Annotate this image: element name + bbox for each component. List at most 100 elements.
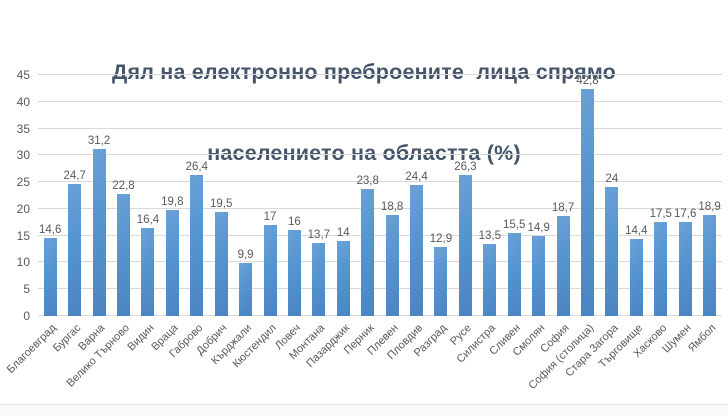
bar-slot: 9,9 Кърджали — [209, 75, 257, 367]
bar-value-label: 26,4 — [185, 160, 208, 173]
bar-value-label: 22,8 — [112, 179, 135, 192]
bar-slot: 18,7 София — [538, 75, 575, 356]
y-axis-tick-label: 35 — [16, 121, 30, 136]
bar-slot: 13,7 Монтана — [287, 75, 331, 362]
bar-slot: 17,6 Шумен — [660, 75, 697, 356]
bars-row: 14,6 Благоевград 24,7 Бургас 31,2 Варна 22,8 Ве… — [5, 75, 722, 392]
y-axis-tick-label: 40 — [16, 94, 30, 109]
bar — [214, 211, 228, 316]
bar — [385, 215, 399, 316]
bar-value-label: 13,5 — [478, 229, 501, 242]
bar-slot: 14,9 Смолян — [510, 75, 550, 358]
bar-value-label: 14,6 — [39, 223, 62, 236]
bar-value-label: 14,4 — [625, 224, 648, 237]
bar-value-label: 17 — [263, 210, 277, 223]
bar-slot: 19,8 Враца — [150, 75, 184, 353]
bar — [483, 243, 497, 316]
bar-value-label: 19,8 — [161, 195, 184, 208]
bar-slot: 26,3 Русе — [448, 75, 477, 348]
bar — [507, 233, 521, 316]
gridline — [38, 74, 722, 75]
bar — [458, 175, 472, 316]
bar — [68, 183, 82, 316]
bar-slot: 15,5 Сливен — [487, 75, 526, 358]
bar-value-label: 12,9 — [429, 232, 453, 245]
y-axis-tick-label: 15 — [16, 228, 30, 243]
gridline — [38, 261, 722, 263]
y-axis-tick-label: 5 — [23, 282, 30, 297]
bar-value-label: 17,5 — [649, 208, 672, 221]
chart-title-line-1: Дял на електронно преброените лица спрям… — [111, 60, 617, 84]
bar — [703, 214, 717, 316]
bar — [43, 237, 57, 316]
bar — [336, 241, 350, 316]
bar — [580, 89, 594, 316]
bar-value-label: 18,7 — [551, 201, 575, 214]
bar — [312, 242, 326, 316]
gridline — [38, 100, 722, 102]
gridline — [38, 315, 722, 316]
bar — [434, 246, 448, 316]
plot-area: 0 5 10 15 20 25 30 35 40 45 14,6 Благоевград 24,7 Бур… — [5, 68, 722, 392]
bar-value-label: 15,5 — [503, 219, 526, 231]
x-category-label: Благоевград — [4, 322, 59, 376]
bar-slot: 17,5 Хасково — [631, 75, 673, 360]
bar-slot: 42,8 София (столица) — [526, 75, 599, 392]
bar-slot: 14 Пазарджик — [304, 75, 355, 370]
y-axis-tick-label: 0 — [23, 309, 30, 323]
bar-slot: 16,4 Видин — [125, 75, 160, 353]
y-axis-tick-label: 25 — [16, 175, 30, 190]
bar-slot: 14,6 Благоевград — [5, 75, 62, 376]
bar-value-label: 26,3 — [454, 161, 477, 174]
bar — [410, 185, 424, 316]
y-axis-tick-label: 30 — [16, 148, 30, 163]
bar-slot: 23,8 Перник — [341, 75, 379, 357]
bar — [556, 215, 570, 316]
y-axis-tick-label: 45 — [16, 68, 30, 82]
bar — [629, 238, 643, 316]
bar-value-label: 24,4 — [405, 171, 428, 184]
slide-bottom-edge — [0, 404, 728, 416]
bar-value-label: 24,7 — [63, 169, 86, 182]
bar — [605, 187, 619, 316]
chart-title-line-2: населението на областта (%) — [207, 141, 521, 165]
bar — [287, 230, 301, 316]
bar-slot: 19,5 Добрич — [194, 75, 233, 358]
bar-slot: 26,4 Габрово — [167, 75, 209, 360]
gridline — [38, 234, 722, 236]
bar — [361, 188, 375, 316]
gridline — [38, 288, 722, 290]
bar — [239, 262, 253, 316]
bar-slot: 31,2 Варна — [77, 75, 111, 353]
bar-slot: 13,5 Силистра — [455, 75, 502, 366]
bar — [190, 174, 204, 316]
bar-slot: 22,8 Велико Търново — [64, 75, 135, 390]
bar — [678, 221, 692, 316]
chart-title: Дял на електронно преброените лица спрям… — [0, 5, 728, 221]
gridline — [38, 181, 722, 183]
bar-slot: 12,9 Разград — [412, 75, 453, 359]
bar — [532, 236, 546, 316]
gridline — [38, 154, 722, 156]
y-axis-tick-label: 20 — [16, 201, 30, 216]
bar-slot: 24,7 Бургас — [51, 75, 86, 355]
bar-value-label: 24 — [605, 173, 619, 186]
bar-value-label: 9,9 — [237, 248, 254, 261]
bar — [263, 224, 277, 316]
bar-slot: 16 Ловеч — [273, 75, 306, 352]
bar-value-label: 18,8 — [380, 201, 404, 214]
bar-value-label: 17,6 — [673, 207, 697, 220]
bar-value-label: 14,9 — [527, 222, 550, 235]
bar-slot: 14,4 Търговище — [596, 75, 648, 371]
bar-value-label: 19,5 — [209, 197, 233, 210]
bar-value-label: 14 — [336, 227, 350, 240]
bar-value-label: 16,4 — [136, 214, 160, 227]
bar-slot: 24,4 Пловдив — [385, 75, 428, 362]
bar — [141, 228, 155, 316]
bar — [92, 148, 106, 316]
bar-value-label: 23,8 — [356, 174, 379, 187]
bar-slot: 18,9 Ямбол — [686, 75, 721, 355]
bar-slot: 18,8 Плевен — [365, 75, 404, 357]
gridline — [38, 127, 722, 129]
